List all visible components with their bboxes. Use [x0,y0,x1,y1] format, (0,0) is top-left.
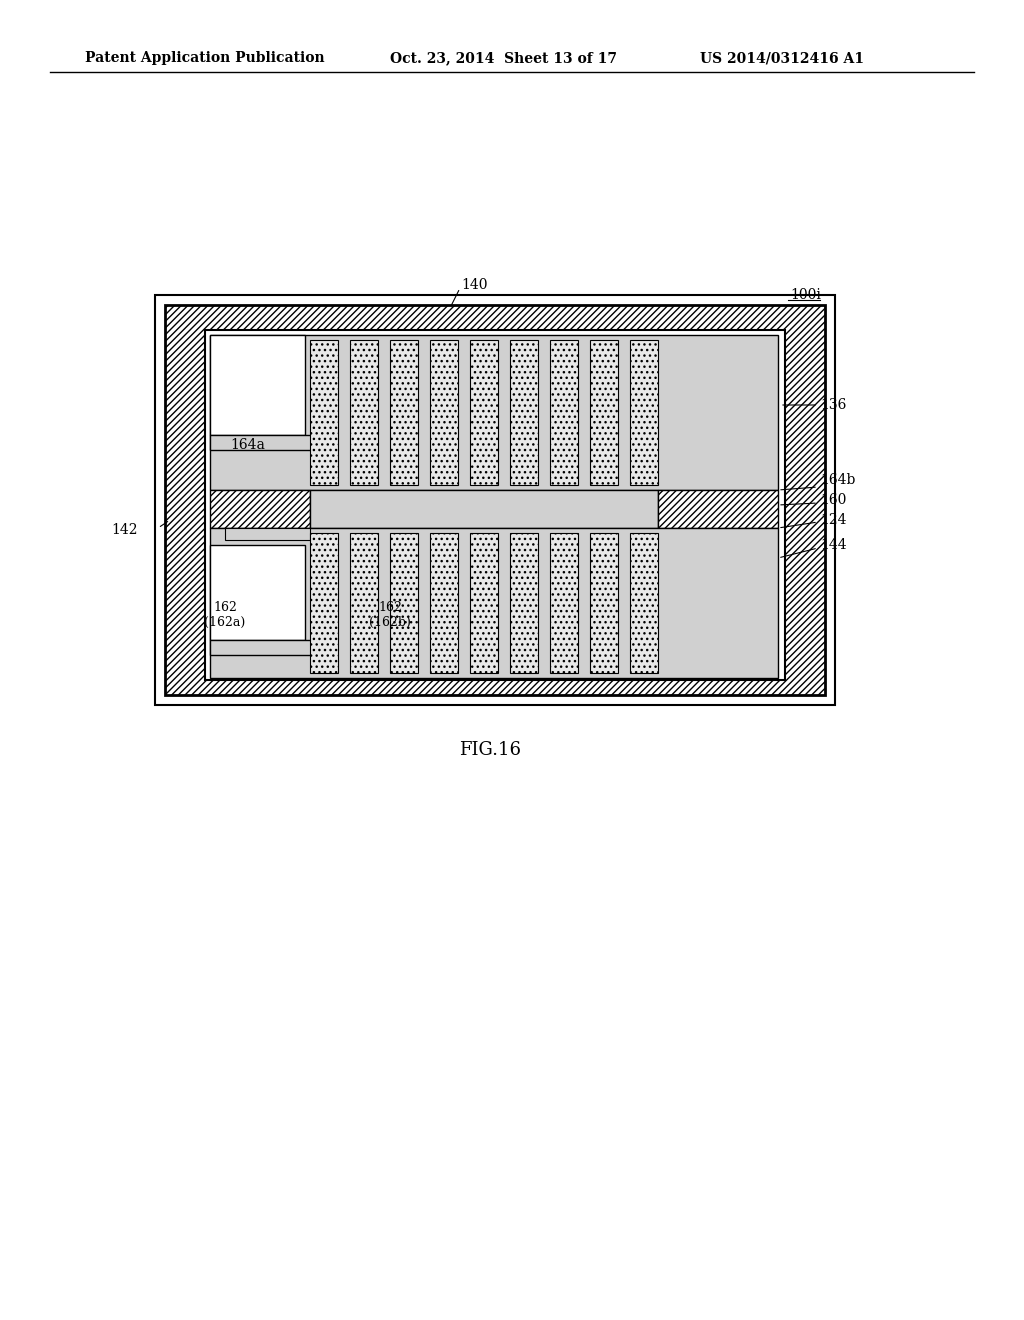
Bar [350,533,378,673]
Text: 164b: 164b [820,473,855,487]
Bar [225,528,310,540]
Bar [590,533,618,673]
Text: 100i: 100i [790,288,821,302]
Bar [590,341,618,484]
Bar [550,341,578,484]
Bar [210,490,310,528]
Text: 160: 160 [820,492,847,507]
Text: Oct. 23, 2014  Sheet 13 of 17: Oct. 23, 2014 Sheet 13 of 17 [390,51,617,65]
Bar [350,341,378,484]
Bar [470,341,498,484]
Text: FIG.16: FIG.16 [459,741,521,759]
Bar [390,341,418,484]
Bar [510,341,538,484]
Text: 162
(162b): 162 (162b) [369,601,411,630]
Bar [310,341,338,484]
Bar [630,533,658,673]
Text: 136: 136 [820,399,847,412]
Text: 142: 142 [112,523,138,537]
Bar [430,533,458,673]
Bar [210,436,319,450]
Text: 162
(162a): 162 (162a) [205,601,246,630]
Bar [155,294,835,705]
Text: 164a: 164a [230,438,265,451]
Bar [658,490,778,528]
Bar [430,341,458,484]
Bar [550,533,578,673]
Text: Patent Application Publication: Patent Application Publication [85,51,325,65]
Bar [205,330,785,680]
Text: US 2014/0312416 A1: US 2014/0312416 A1 [700,51,864,65]
Text: 140: 140 [462,279,488,292]
Bar [210,335,778,490]
Bar [210,545,305,640]
Bar [310,490,658,528]
Bar [510,533,538,673]
Bar [310,533,338,673]
Bar [210,335,305,436]
Bar [470,533,498,673]
Bar [210,528,778,678]
Bar [390,533,418,673]
Bar [210,640,319,655]
Bar [165,305,825,696]
Bar [630,341,658,484]
Text: 124: 124 [820,513,847,527]
Text: 144: 144 [820,539,847,552]
